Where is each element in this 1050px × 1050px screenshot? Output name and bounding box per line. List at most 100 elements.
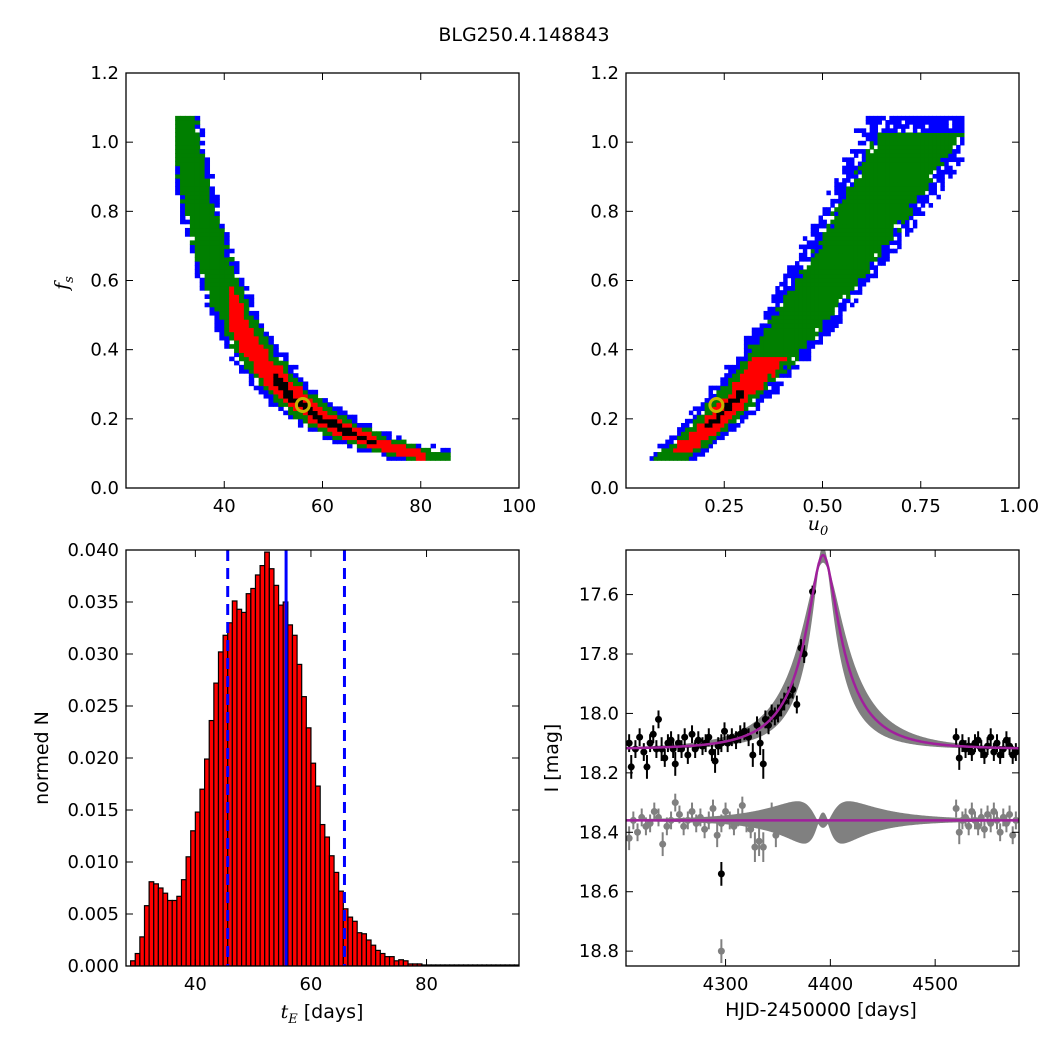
heatmap-cell	[243, 360, 250, 366]
heatmap-cell	[327, 435, 333, 441]
heatmap-cell	[834, 223, 839, 229]
heatmap-cell	[751, 352, 757, 358]
heatmap-cell	[908, 153, 914, 158]
heatmap-cell	[842, 186, 847, 192]
heatmap-cell	[806, 290, 812, 295]
heatmap-cell	[673, 435, 678, 441]
heatmap-cell	[806, 286, 812, 291]
heatmap-cell	[865, 227, 871, 233]
heatmap-cell	[932, 132, 937, 138]
heatmap-cell	[669, 447, 674, 453]
heatmap-cell	[885, 132, 890, 138]
heatmap-cell	[850, 169, 855, 175]
heatmap-cell	[908, 211, 914, 216]
heatmap-cell	[224, 240, 230, 246]
heatmap-cell	[189, 186, 196, 192]
heatmap-cell	[732, 402, 737, 407]
heatmap-cell	[873, 273, 879, 279]
heatmap-cell	[248, 319, 255, 324]
data-point	[974, 736, 982, 744]
heatmap-cell	[720, 381, 725, 387]
heatmap-cell	[853, 219, 859, 225]
heatmap-cell	[818, 310, 823, 316]
heatmap-cell	[307, 418, 314, 424]
heatmap-cell	[881, 211, 886, 216]
y-tick-label: 0.005	[67, 904, 119, 925]
heatmap-cell	[802, 319, 808, 324]
heatmap-cell	[893, 186, 898, 192]
heatmap-cell	[293, 364, 299, 370]
heatmap-cell	[696, 427, 702, 432]
heatmap-cell	[960, 128, 965, 133]
heatmap-cell	[771, 352, 776, 358]
heatmap-cell	[696, 410, 702, 416]
heatmap-cell	[889, 157, 894, 163]
heatmap-cell	[736, 373, 741, 378]
heatmap-cell	[893, 227, 898, 233]
heatmap-cell	[708, 393, 713, 399]
heatmap-cell	[763, 315, 768, 320]
heatmap-cell	[901, 161, 906, 167]
heatmap-cell	[204, 286, 211, 291]
heatmap-cell	[818, 339, 823, 345]
heatmap-cell	[669, 456, 674, 461]
heatmap-cell	[724, 393, 729, 399]
heatmap-cell	[806, 273, 812, 279]
heatmap-cell	[712, 398, 717, 403]
heatmap-cell	[806, 240, 812, 246]
heatmap-cell	[204, 161, 211, 167]
heatmap-cell	[268, 339, 274, 345]
heatmap-cell	[869, 261, 875, 266]
heatmap-cell	[838, 207, 843, 212]
heatmap-cell	[657, 452, 662, 457]
heatmap-cell	[775, 381, 780, 387]
heatmap-cell	[743, 360, 749, 366]
heatmap-cell	[810, 310, 816, 316]
heatmap-cell	[356, 439, 363, 445]
heatmap-cell	[273, 348, 279, 353]
heatmap-cell	[810, 244, 816, 250]
heatmap-cell	[940, 178, 945, 183]
heatmap-cell	[834, 178, 839, 183]
heatmap-cell	[347, 439, 353, 445]
heatmap-cell	[826, 269, 831, 275]
histogram-bar	[176, 895, 183, 966]
heatmap-cell	[661, 452, 666, 457]
heatmap-cell	[779, 281, 784, 287]
heatmap-cell	[704, 418, 710, 424]
heatmap-cell	[912, 115, 918, 121]
heatmap-cell	[258, 335, 265, 341]
heatmap-cell	[224, 302, 230, 308]
heatmap-cell	[771, 373, 776, 378]
heatmap-cell	[684, 435, 690, 441]
heatmap-cell	[219, 281, 225, 287]
heatmap-cell	[322, 414, 328, 420]
residual-point	[955, 828, 963, 836]
heatmap-cell	[814, 252, 820, 258]
heatmap-cell	[787, 369, 792, 374]
heatmap-cell	[273, 393, 279, 399]
heatmap-cell	[767, 348, 772, 353]
heatmap-cell	[700, 443, 706, 449]
heatmap-cell	[214, 227, 220, 233]
heatmap-cell	[928, 203, 934, 208]
heatmap-cell	[787, 331, 792, 337]
heatmap-cell	[846, 281, 851, 287]
residual-point	[722, 807, 730, 815]
y-tick-label: 0.4	[90, 340, 119, 361]
heatmap-cell	[908, 203, 914, 208]
heatmap-cell	[751, 335, 757, 341]
heatmap-cell	[960, 124, 965, 129]
heatmap-cell	[822, 252, 827, 258]
heatmap-cell	[834, 190, 839, 196]
heatmap-cell	[755, 327, 761, 333]
heatmap-cell	[763, 335, 768, 341]
heatmap-cell	[681, 456, 686, 461]
heatmap-cell	[366, 431, 373, 436]
panel-0-ylabel: fs	[51, 276, 77, 292]
heatmap-cell	[273, 398, 279, 403]
heatmap-cell	[224, 269, 230, 275]
residual-point	[990, 807, 998, 815]
heatmap-cell	[194, 161, 201, 167]
heatmap-cell	[214, 281, 220, 287]
